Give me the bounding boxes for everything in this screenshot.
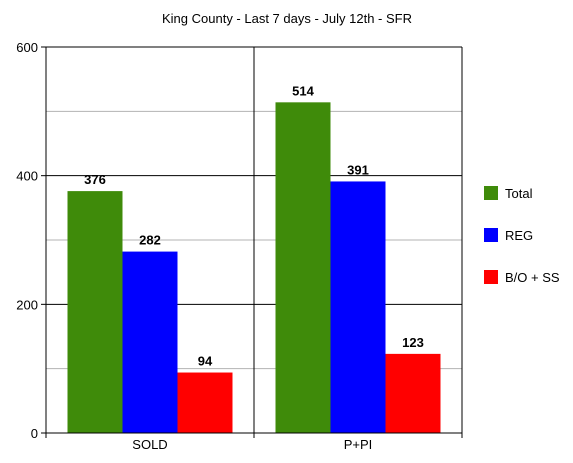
legend-label: Total (505, 186, 533, 201)
data-label: 391 (347, 162, 369, 177)
bar (67, 191, 123, 433)
bar (275, 102, 331, 434)
data-label: 123 (402, 335, 424, 350)
legend-label: REG (505, 228, 533, 243)
x-tick-label: SOLD (132, 437, 167, 452)
bar (177, 372, 233, 433)
data-label: 94 (198, 354, 213, 369)
y-tick-label: 0 (31, 426, 38, 441)
data-label: 376 (84, 172, 106, 187)
bar (122, 251, 178, 433)
bar (385, 353, 441, 433)
chart-title: King County - Last 7 days - July 12th - … (162, 11, 412, 26)
plot-area: 376 282 94 SOLD 514 391 123 P+PI 0 200 400 600 (16, 40, 463, 452)
legend: Total REG B/O + SS (484, 186, 560, 285)
x-tick-label: P+PI (344, 437, 373, 452)
legend-label: B/O + SS (505, 270, 560, 285)
legend-swatch (484, 186, 498, 200)
y-tick-label: 200 (16, 297, 38, 312)
data-label: 514 (292, 83, 314, 98)
legend-swatch (484, 270, 498, 284)
y-tick-label: 400 (16, 169, 38, 184)
legend-swatch (484, 228, 498, 242)
y-tick-label: 600 (16, 40, 38, 55)
bar (330, 181, 386, 433)
data-label: 282 (139, 233, 161, 248)
